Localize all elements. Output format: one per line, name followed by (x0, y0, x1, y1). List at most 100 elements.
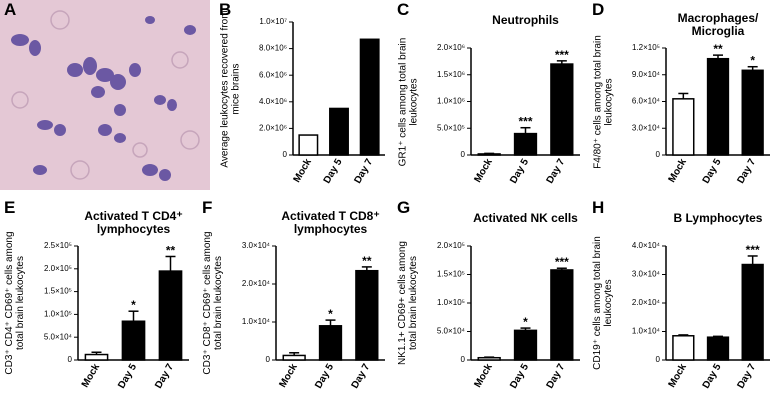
significance: ** (362, 254, 372, 268)
y-axis-label: CD19⁺ cells among total brain leukocytes (592, 236, 614, 370)
significance: * (750, 54, 755, 68)
y-tick-label: 1.5×10⁶ (437, 70, 465, 79)
y-tick-label: 2.0×10⁶ (259, 124, 287, 133)
panel: 0 5.0×10⁴ 1.0×10⁵ 1.5×10⁵ 2.0×10⁵ 2.5×10⁵ Mock… (0, 198, 197, 400)
error-bar (289, 352, 300, 356)
panel-letter: A (4, 0, 17, 19)
y-tick-label: 1.0×10⁶ (437, 97, 465, 106)
x-tick-label: Day 5 (701, 362, 724, 391)
panel: 0 1.0×10⁴ 2.0×10⁴ 3.0×10⁴ Mock * Day 5 ** Day 7 F… (198, 198, 393, 400)
x-tick-label: Mock (292, 157, 315, 185)
bar (121, 320, 146, 361)
y-tick-label: 8.0×10⁶ (259, 44, 287, 53)
bar (741, 69, 764, 156)
panel-letter: H (592, 198, 605, 217)
x-tick-label: Day 7 (735, 157, 758, 186)
y-tick-label: 0 (68, 355, 73, 364)
y-tick-label: 2.0×10⁵ (44, 264, 72, 273)
error-bar (361, 266, 372, 271)
panel: 0 2.0×10⁶ 4.0×10⁶ 6.0×10⁶ 8.0×10⁶ 1.0×10⁷ Mock… (215, 0, 393, 195)
significance: *** (555, 48, 569, 62)
bar (84, 353, 109, 361)
significance: ** (166, 243, 176, 257)
y-tick-label: 6.0×10⁶ (259, 70, 287, 79)
y-tick-label: 3.0×10⁴ (242, 241, 271, 250)
panel-letter: C (397, 0, 410, 19)
bar (550, 63, 574, 156)
y-tick-label: 3.0×10⁴ (632, 270, 661, 279)
significance: *** (555, 255, 569, 269)
bar (706, 57, 730, 156)
plot: 0 5.0×10⁴ 1.0×10⁵ 1.5×10⁵ 2.0×10⁵ 2.5×10⁵ Mock… (44, 241, 189, 391)
y-tick-label: 5.0×10⁴ (437, 327, 466, 336)
panel: 0 1.0×10⁴ 2.0×10⁴ 3.0×10⁴ 4.0×10⁴ Mock Day 5 **… (588, 198, 778, 400)
error-bar (678, 334, 689, 336)
chart-title: Activated T CD4⁺ lymphocytes (84, 209, 183, 236)
error-bar (747, 65, 758, 71)
error-bar (747, 255, 758, 265)
bar (706, 336, 730, 361)
error-bar (678, 92, 689, 99)
chart-title: B Lymphocytes (673, 211, 763, 225)
x-tick-label: Mock (472, 362, 495, 390)
plot: 0 1.0×10⁴ 2.0×10⁴ 3.0×10⁴ 4.0×10⁴ Mock Day 5 **… (632, 241, 770, 391)
x-tick-label: Mock (80, 362, 103, 390)
x-tick-label: Day 5 (322, 157, 345, 186)
x-tick-label: Mock (667, 362, 690, 390)
bar (329, 107, 349, 156)
y-tick-label: 4.0×10⁶ (259, 97, 287, 106)
bar (513, 329, 538, 361)
y-tick-label: 0 (656, 150, 661, 159)
bar (158, 270, 183, 361)
bar (741, 263, 764, 361)
plot: 0 2.0×10⁶ 4.0×10⁶ 6.0×10⁶ 8.0×10⁶ 1.0×10⁷ Mock… (259, 17, 385, 186)
significance: * (131, 298, 136, 312)
y-tick-label: 1.0×10⁴ (242, 317, 271, 326)
bar (359, 38, 380, 156)
bar (672, 335, 695, 361)
error-bar (128, 310, 139, 322)
plot: 0 5.0×10⁴ 1.0×10⁵ 1.5×10⁵ 2.0×10⁵ Mock * Day 5 *… (437, 241, 580, 391)
x-tick-label: Day 7 (153, 362, 176, 391)
y-axis-label: Average leukocytes recovered from mice b… (219, 9, 241, 168)
significance: * (328, 307, 333, 321)
error-bar (484, 356, 495, 358)
x-tick-label: Day 7 (545, 362, 568, 391)
bar (477, 356, 501, 361)
x-tick-label: Day 5 (313, 362, 336, 391)
y-axis-label: CD3⁺ CD4⁺ CD69⁺ cells among total brain … (4, 231, 26, 375)
y-tick-label: 5.0×10⁵ (437, 123, 465, 132)
panel-letter: F (202, 198, 213, 217)
panel: 0 3.0×10⁴ 6.0×10⁴ 9.0×10⁴ 1.2×10⁵ Mock ** Day 5… (588, 0, 778, 195)
significance: * (523, 315, 528, 329)
bar (513, 132, 538, 156)
y-tick-label: 2.0×10⁴ (242, 279, 271, 288)
error-bar (325, 319, 336, 326)
bar (282, 354, 306, 361)
y-tick-label: 0 (461, 355, 466, 364)
x-tick-label: Day 5 (116, 362, 139, 391)
y-axis-label: CD3⁺ CD8⁺ CD69⁺ cells among total brain … (202, 231, 224, 375)
panel: 0 5.0×10⁵ 1.0×10⁶ 1.5×10⁶ 2.0×10⁶ Mock *** Day … (393, 0, 588, 195)
micrograph (0, 0, 210, 190)
error-bar (556, 60, 567, 65)
x-tick-label: Day 7 (545, 157, 568, 186)
x-tick-label: Mock (277, 362, 300, 390)
plot: 0 5.0×10⁵ 1.0×10⁶ 1.5×10⁶ 2.0×10⁶ Mock *** Day … (437, 43, 580, 186)
y-tick-label: 1.0×10⁵ (437, 298, 465, 307)
y-tick-label: 0 (656, 355, 661, 364)
x-tick-label: Day 5 (508, 362, 531, 391)
error-bar (165, 255, 176, 272)
chart-title: Activated NK cells (473, 211, 578, 225)
chart-title: Activated T CD8⁺ lymphocytes (281, 209, 380, 236)
y-tick-label: 1.5×10⁵ (437, 270, 465, 279)
x-tick-label: Day 7 (735, 362, 758, 391)
x-tick-label: Mock (667, 157, 690, 185)
significance: *** (746, 243, 760, 257)
y-tick-label: 2.5×10⁵ (44, 241, 72, 250)
y-tick-label: 9.0×10⁴ (632, 70, 661, 79)
x-tick-label: Mock (472, 157, 495, 185)
y-tick-label: 1.0×10⁴ (632, 327, 661, 336)
error-bar (556, 267, 567, 270)
